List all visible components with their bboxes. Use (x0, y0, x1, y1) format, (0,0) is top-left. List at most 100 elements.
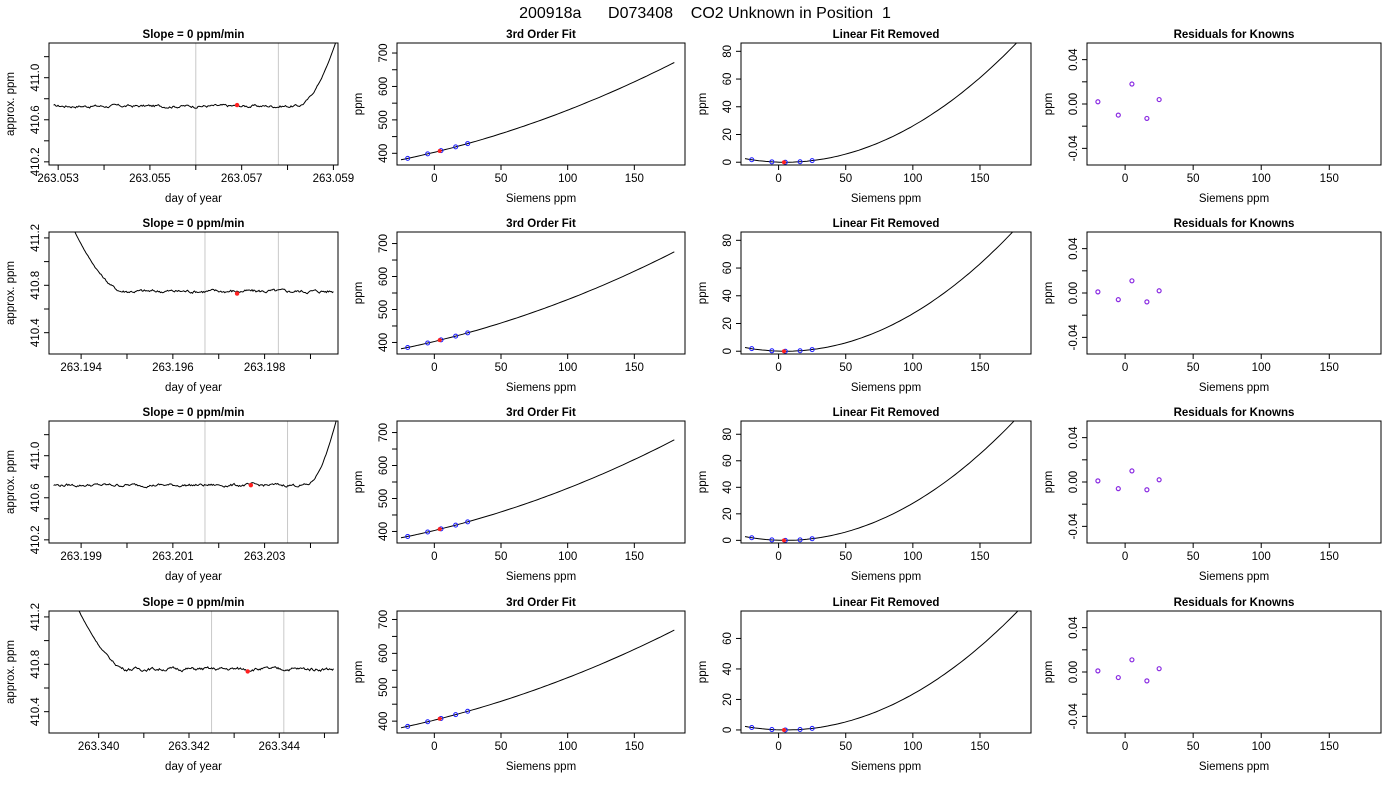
y-tick-label: 411.0 (30, 442, 42, 470)
y-axis: 0 20 40 60 (722, 632, 741, 733)
x-axis: 0 50 100 150 (1122, 165, 1339, 185)
known-standard-point (749, 724, 755, 730)
x-tick-label: 0 (775, 362, 781, 374)
panel-title: Linear Fit Removed (833, 218, 940, 230)
residual-point (1156, 477, 1162, 483)
y-tick-label: 0 (722, 348, 734, 354)
x-axis: 0 50 100 150 (775, 733, 990, 753)
panel-r4-c4: Residuals for Knowns Siemens ppm ppm 0 50 100… (1043, 597, 1382, 773)
residual-point (1095, 478, 1101, 484)
residual-point (1156, 96, 1162, 103)
plot-frame (1086, 610, 1382, 734)
residual-point (1156, 288, 1162, 294)
known-standard-point (749, 346, 755, 352)
x-tick-label: 263.340 (78, 741, 120, 753)
y-tick-label: 60 (722, 73, 734, 86)
x-tick-label: 100 (1252, 362, 1271, 374)
x-axis-label: Siemens ppm (1199, 193, 1269, 205)
y-axis-label: ppm (1043, 282, 1055, 304)
y-axis: 410.4 410.8 411.2 (30, 603, 49, 726)
y-tick-label: 700 (378, 43, 390, 62)
y-axis: 400 500 600 700 (378, 610, 397, 731)
panel-title: Residuals for Knowns (1174, 218, 1295, 230)
y-axis: 0 20 40 60 80 (722, 234, 741, 354)
plot-frame (396, 420, 686, 544)
x-tick-label: 50 (495, 741, 508, 753)
panel-r2-c3: Linear Fit Removed Siemens ppm ppm 0 50 100 15… (697, 218, 1032, 394)
panel-title: 3rd Order Fit (506, 407, 576, 419)
y-tick-label: 40 (722, 481, 734, 494)
y-tick-label: 20 (722, 128, 734, 141)
y-tick-label: 400 (378, 333, 390, 352)
plot-area (1095, 81, 1162, 122)
x-tick-label: 0 (1122, 173, 1128, 185)
x-tick-label: 0 (775, 551, 781, 563)
x-tick-label: 150 (970, 173, 989, 185)
y-tick-label: 500 (378, 678, 390, 697)
x-tick-label: 100 (903, 741, 922, 753)
y-tick-label: 0.00 (1068, 93, 1080, 115)
x-tick-label: 150 (625, 173, 644, 185)
x-tick-label: 50 (495, 362, 508, 374)
y-axis: 0 20 40 60 80 (722, 45, 741, 165)
x-tick-label: 150 (625, 362, 644, 374)
y-axis: -0.04 0.00 0.04 (1068, 48, 1087, 161)
x-axis-label: Siemens ppm (851, 761, 921, 773)
x-tick-label: 50 (495, 551, 508, 563)
x-axis: 263.199 263.201 263.203 (60, 543, 311, 563)
plot-area (744, 43, 1018, 165)
x-axis-label: Siemens ppm (506, 571, 576, 583)
panel-grid: Slope = 0 ppm/min day of year approx. ppm 2… (5, 29, 1382, 773)
x-axis: 0 50 100 150 (431, 354, 644, 374)
panel-r4-c1: Slope = 0 ppm/min day of year approx. ppm 2… (5, 597, 339, 773)
x-tick-label: 50 (495, 173, 508, 185)
x-tick-label: 263.196 (152, 362, 194, 374)
y-tick-label: 60 (722, 262, 734, 275)
y-tick-label: 400 (378, 522, 390, 541)
panel-r3-c1: Slope = 0 ppm/min day of year approx. ppm 2… (5, 407, 339, 583)
x-tick-label: 0 (431, 551, 437, 563)
panel-title: Slope = 0 ppm/min (143, 218, 245, 230)
x-tick-label: 263.053 (37, 173, 79, 185)
residual-point (1095, 99, 1101, 105)
known-standard-point (453, 712, 459, 718)
panel-r3-c2: 3rd Order Fit Siemens ppm ppm 0 50 100 150 400 5… (353, 407, 686, 583)
y-tick-label: 20 (722, 507, 734, 520)
y-axis: 400 500 600 700 (378, 423, 397, 541)
known-standard-point (465, 141, 471, 147)
known-standard-point (425, 529, 431, 535)
y-axis: 410.2 410.6 411.0 (30, 56, 49, 176)
x-tick-label: 263.198 (244, 362, 286, 374)
y-tick-label: 0.04 (1068, 426, 1080, 449)
plot-area (744, 421, 1015, 543)
unknown-sample-point (781, 349, 786, 354)
unknown-sample-point (234, 291, 240, 296)
y-axis-label: ppm (1043, 661, 1055, 683)
series-line (53, 421, 337, 489)
y-tick-label: 0.04 (1068, 237, 1080, 260)
panel-r1-c3: Linear Fit Removed Siemens ppm ppm 0 50 100 15… (697, 29, 1032, 205)
known-standard-point (809, 536, 815, 542)
y-tick-label: 600 (378, 644, 390, 663)
residual-point (1144, 678, 1150, 684)
x-tick-label: 263.203 (244, 551, 286, 563)
y-tick-label: 60 (722, 632, 734, 645)
panel-title: Slope = 0 ppm/min (143, 29, 245, 41)
x-tick-label: 100 (558, 741, 577, 753)
y-tick-label: 500 (378, 300, 390, 319)
plot-area (1095, 657, 1162, 684)
x-axis-label: Siemens ppm (506, 761, 576, 773)
residual-point (1115, 486, 1121, 492)
known-standard-point (749, 535, 755, 541)
unknown-sample-point (234, 102, 240, 108)
x-axis: 0 50 100 150 (775, 354, 990, 374)
x-tick-label: 150 (1320, 362, 1339, 374)
known-standard-point (425, 719, 431, 725)
y-axis: 400 500 600 700 (378, 234, 397, 352)
x-tick-label: 50 (839, 741, 852, 753)
panel-title: Linear Fit Removed (833, 597, 940, 609)
x-axis: 0 50 100 150 (1122, 733, 1339, 753)
residual-point (1156, 666, 1162, 672)
panel-r4-c2: 3rd Order Fit Siemens ppm ppm 0 50 100 150 400 5… (353, 597, 686, 773)
plot-frame (740, 420, 1032, 544)
